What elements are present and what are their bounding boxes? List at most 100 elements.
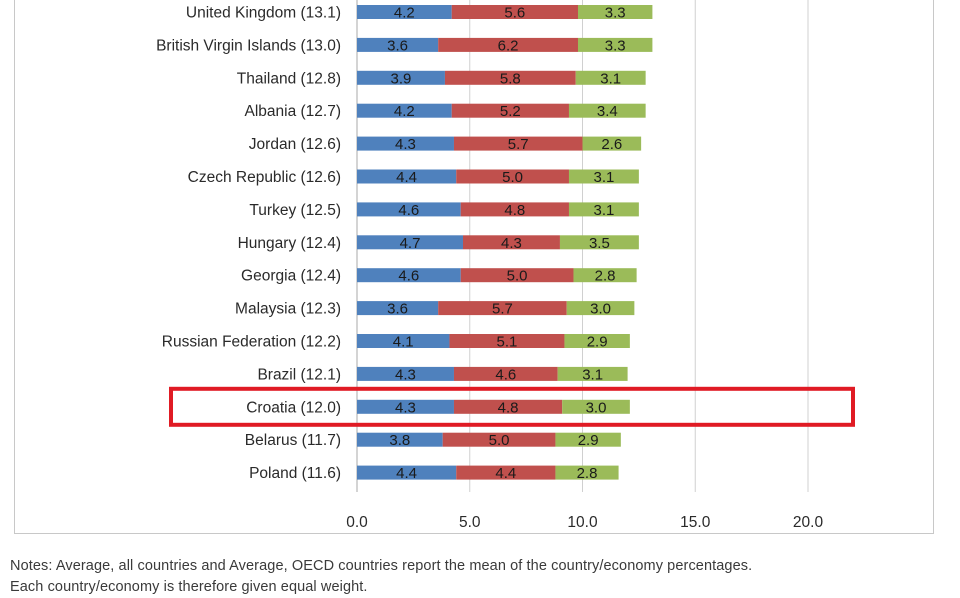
data-label: 4.6 (495, 366, 516, 383)
bar-segment (453, 399, 563, 414)
data-label: 4.3 (395, 399, 416, 416)
category-label: Thailand (12.8) (237, 70, 341, 87)
data-label: 3.6 (387, 301, 408, 318)
chart-notes: Notes: Average, all countries and Averag… (10, 556, 955, 598)
data-label: 4.6 (398, 202, 419, 219)
data-label: 5.6 (504, 5, 525, 22)
bar-segment (357, 301, 439, 316)
data-label: 3.1 (600, 70, 621, 87)
notes-line-2: Each country/economy is therefore given … (10, 579, 368, 595)
bar-segment (562, 399, 630, 414)
category-label: Belarus (11.7) (245, 432, 341, 449)
data-label: 4.8 (504, 202, 525, 219)
bar-segment (444, 70, 576, 85)
data-label: 4.3 (395, 366, 416, 383)
bar-segment (438, 37, 578, 52)
bar-segment (451, 5, 578, 19)
data-label: 3.3 (605, 5, 626, 22)
data-label: 4.2 (394, 5, 415, 22)
data-label: 5.0 (507, 268, 528, 285)
bar-segment (449, 334, 565, 348)
data-label: 2.8 (595, 268, 616, 285)
bar-segment (575, 70, 646, 85)
stacked-bar-chart: 4.2 5.6 3.3 United Kingdom (13.1) 3.6 6.2 3.3 B… (156, 0, 855, 531)
bar-segment (357, 202, 461, 217)
data-label: 3.3 (605, 37, 626, 54)
category-label: Brazil (12.1) (257, 366, 341, 383)
bar-segment (577, 37, 653, 52)
bar-segment (357, 399, 454, 414)
category-label: Hungary (12.4) (238, 235, 341, 252)
bar-segment (357, 70, 445, 85)
bar-segment (357, 5, 452, 19)
data-label: 3.0 (590, 301, 611, 318)
data-label: 3.1 (582, 366, 603, 383)
bar-segment (555, 465, 619, 480)
data-label: 2.6 (601, 136, 622, 153)
bar-segment (357, 103, 452, 118)
bar-segment (453, 366, 558, 381)
bar-segment (573, 268, 637, 283)
bar-segment (568, 202, 639, 217)
bar-segment (357, 37, 439, 52)
bar-segment (460, 268, 574, 283)
data-label: 4.8 (498, 399, 519, 416)
bar-segment (456, 169, 569, 184)
category-label: Czech Republic (12.6) (188, 169, 341, 186)
data-label: 3.0 (586, 399, 607, 416)
data-label: 2.8 (577, 465, 598, 482)
data-label: 5.8 (500, 70, 521, 87)
data-label: 5.1 (497, 334, 518, 351)
data-label: 3.5 (589, 235, 610, 252)
bar-segment (438, 301, 567, 316)
data-label: 4.6 (398, 268, 419, 285)
data-label: 6.2 (498, 37, 519, 54)
data-label: 4.2 (394, 103, 415, 120)
category-label: Poland (11.6) (249, 465, 341, 482)
data-label: 3.1 (593, 202, 614, 219)
x-tick-label: 20.0 (793, 514, 824, 531)
data-label: 4.7 (400, 235, 421, 252)
category-label: British Virgin Islands (13.0) (156, 37, 341, 54)
bar-segment (582, 136, 642, 151)
data-label: 5.0 (489, 432, 510, 449)
notes-line-1: Notes: Average, all countries and Averag… (10, 558, 753, 574)
data-label: 3.1 (593, 169, 614, 186)
category-label: Croatia (12.0) (246, 399, 341, 416)
bar-segment (462, 235, 560, 250)
bar-segment (357, 169, 457, 184)
data-label: 3.9 (391, 70, 412, 87)
data-label: 4.3 (395, 136, 416, 153)
chart-frame (14, 0, 934, 534)
x-tick-label: 15.0 (680, 514, 711, 531)
x-tick-label: 0.0 (346, 514, 368, 531)
bar-segment (456, 465, 556, 480)
bar-segment (559, 235, 639, 250)
bar-segment (566, 301, 635, 316)
data-label: 4.4 (396, 465, 417, 482)
data-label: 4.3 (501, 235, 522, 252)
bar-segment (357, 366, 454, 381)
bar-segment (577, 5, 653, 19)
category-label: Russian Federation (12.2) (162, 334, 341, 351)
bar-segment (555, 432, 621, 447)
data-label: 2.9 (578, 432, 599, 449)
category-label: Albania (12.7) (244, 103, 341, 120)
bar-segment (460, 202, 569, 217)
bar-segment (357, 235, 463, 250)
bar-segment (557, 366, 628, 381)
bar-segment (357, 465, 457, 480)
x-tick-label: 10.0 (567, 514, 598, 531)
bar-segment (564, 334, 630, 348)
bar-segment (357, 268, 461, 283)
data-label: 3.8 (389, 432, 410, 449)
category-label: United Kingdom (13.1) (186, 5, 341, 22)
x-tick-label: 5.0 (459, 514, 481, 531)
data-label: 4.4 (495, 465, 516, 482)
highlight-box (169, 386, 855, 427)
category-label: Jordan (12.6) (249, 136, 341, 153)
category-label: Georgia (12.4) (241, 268, 341, 285)
data-label: 3.4 (597, 103, 618, 120)
bar-segment (451, 103, 569, 118)
data-label: 4.1 (393, 334, 414, 351)
